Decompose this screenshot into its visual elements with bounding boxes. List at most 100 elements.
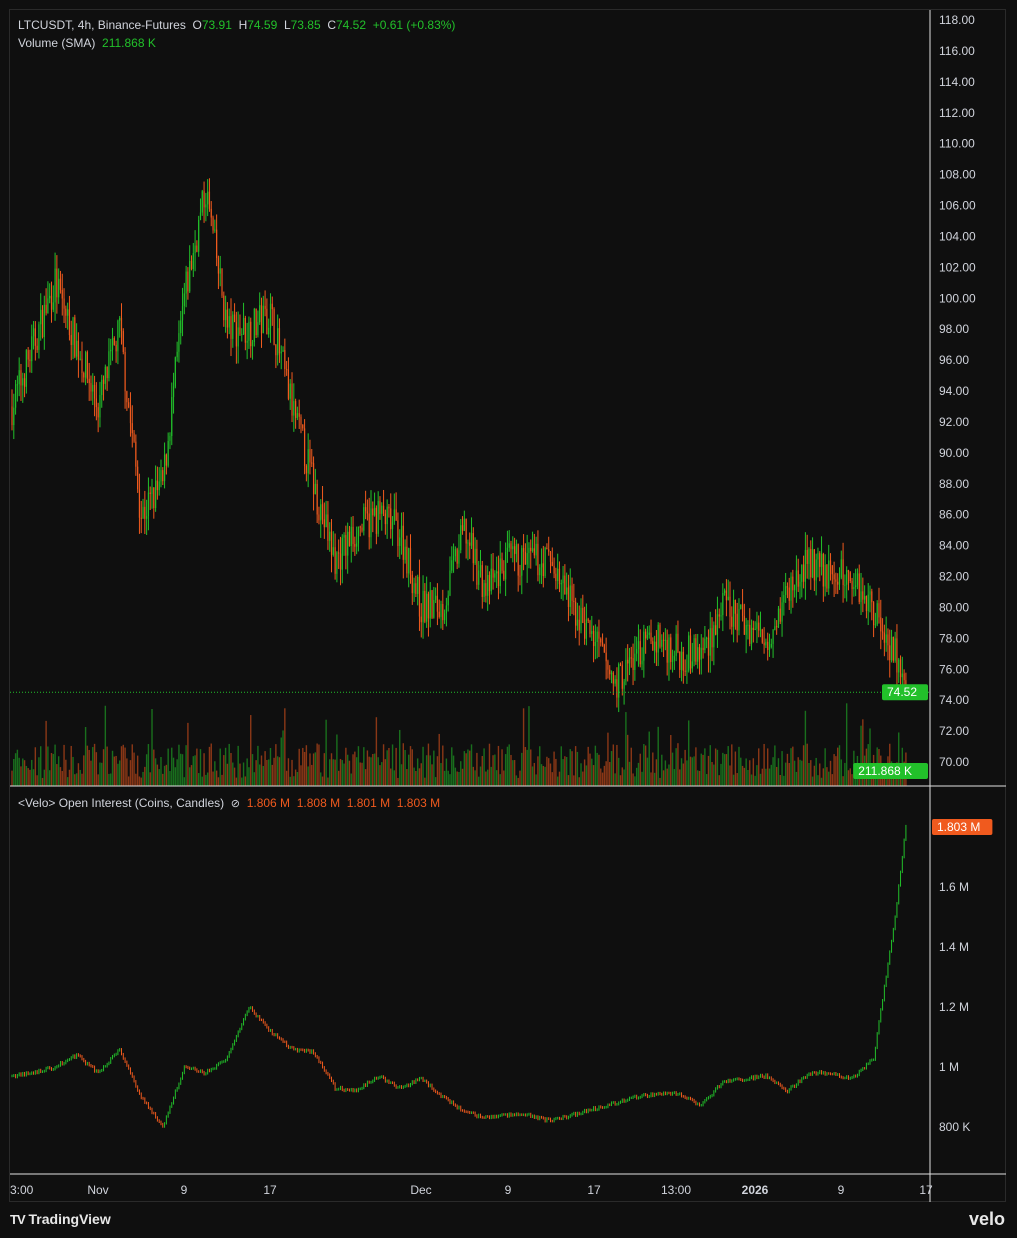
tradingview-logo[interactable]: TV TradingView (10, 1211, 111, 1227)
volume-bar (124, 747, 126, 786)
price-tick: 72.00 (939, 724, 969, 738)
price-candle-body (399, 537, 401, 546)
price-candle-body (810, 548, 812, 578)
volume-bar (517, 777, 519, 786)
volume-bar (422, 746, 424, 786)
volume-bar (302, 747, 304, 786)
price-candle-body (522, 548, 525, 552)
volume-bar (237, 745, 239, 786)
price-candle-body (449, 570, 451, 596)
price-candle-body (682, 651, 684, 671)
volume-bar (11, 770, 13, 786)
hidden-eye-icon[interactable]: ⊘ (230, 798, 241, 810)
price-candle-body (883, 632, 885, 643)
volume-bar (233, 767, 236, 786)
volume-bar (528, 706, 530, 786)
price-candle-body (524, 551, 526, 565)
volume-bar (341, 760, 343, 786)
price-candle-body (587, 619, 589, 621)
price-candle-body (183, 293, 185, 307)
volume-bar (56, 764, 58, 786)
volume-bar (395, 747, 397, 786)
price-candle-body (447, 595, 449, 606)
volume-bar (460, 761, 462, 786)
price-candle-body (27, 350, 29, 360)
volume-bar (108, 773, 110, 786)
price-candle-body (192, 253, 194, 269)
price-tick: 104.00 (939, 229, 976, 243)
price-candle-body (332, 547, 334, 555)
oi-tick: 1.4 M (939, 940, 969, 954)
price-tick: 100.00 (939, 291, 976, 305)
price-candle-body (607, 661, 609, 670)
price-candle-body (156, 480, 158, 491)
volume-bar (142, 771, 144, 786)
price-candle-body (458, 550, 460, 564)
volume-bar (293, 776, 295, 786)
volume-bar (587, 746, 589, 786)
volume-bar (885, 776, 887, 786)
volume-bar (736, 773, 738, 786)
price-candle-body (341, 537, 343, 570)
price-candle-body (813, 549, 815, 581)
price-candle-body (630, 657, 632, 659)
price-candle-body (379, 501, 381, 514)
price-candle-body (467, 542, 469, 544)
velo-logo[interactable]: velo (968, 1209, 1005, 1229)
price-candle-body (654, 641, 656, 651)
price-candle-body (36, 345, 38, 351)
volume-bar (205, 774, 207, 786)
volume-bar (440, 763, 442, 786)
price-candle-body (205, 204, 207, 208)
volume-bar (115, 755, 117, 786)
price-candle-body (120, 317, 123, 332)
price-candle-body (750, 627, 753, 644)
price-candle-body (208, 191, 211, 209)
volume-bar (740, 757, 742, 786)
oi-high: 1.808 M (296, 796, 341, 810)
volume-bar (774, 745, 776, 786)
volume-bar (429, 755, 431, 786)
volume-bar (25, 765, 28, 786)
volume-bar (36, 775, 38, 786)
price-candle-body (768, 647, 771, 650)
volume-bar (140, 777, 142, 786)
volume-bar (558, 771, 561, 786)
price-candle-body (31, 336, 33, 362)
volume-bar (738, 746, 740, 786)
price-candle-body (411, 574, 413, 594)
volume-bar (849, 768, 851, 786)
volume-bar (104, 705, 107, 786)
oi-legend: <Velo> Open Interest (Coins, Candles) ⊘ … (18, 796, 440, 810)
price-candle-body (889, 645, 891, 661)
price-candle-body (180, 320, 182, 334)
price-candle-body (487, 574, 489, 596)
price-candle-body (657, 624, 659, 653)
volume-bar (391, 744, 394, 786)
volume-bar (526, 749, 528, 786)
price-candle-body (546, 547, 548, 550)
price-candle-body (309, 449, 311, 463)
price-candle-body (874, 624, 876, 626)
price-candle-body (835, 579, 837, 582)
volume-bar (250, 715, 252, 786)
price-candle-body (761, 629, 763, 643)
volume-bar (172, 757, 175, 786)
volume-bar (810, 760, 812, 786)
volume-bar (630, 747, 632, 786)
volume-bar (819, 763, 821, 786)
price-candle-body (747, 624, 749, 626)
volume-bar (458, 772, 460, 786)
price-candle-body (106, 366, 108, 379)
volume-bar (783, 775, 785, 786)
volume-bar (546, 756, 548, 786)
price-candle-body (707, 637, 710, 656)
price-candle-body (463, 518, 465, 531)
volume-bar (359, 762, 361, 786)
price-candle-body (856, 573, 859, 586)
volume-bar (101, 762, 103, 786)
price-candle-body (623, 681, 625, 689)
volume-bar (54, 744, 56, 786)
price-candle-body (643, 631, 645, 661)
